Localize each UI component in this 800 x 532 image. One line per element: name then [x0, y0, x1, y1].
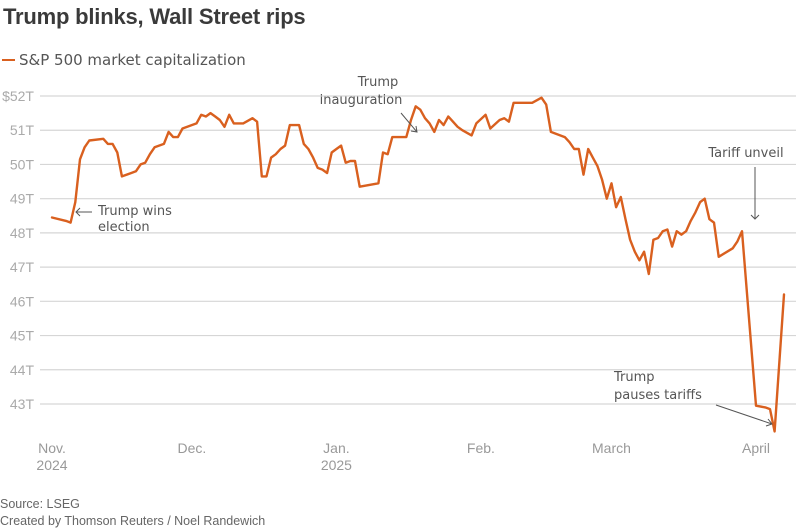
y-tick-label: 43T — [10, 396, 35, 412]
annotation-text: pauses tariffs — [614, 388, 702, 403]
series-line — [50, 96, 786, 433]
legend-swatch — [2, 59, 15, 61]
x-tick-label: Nov. — [38, 440, 66, 456]
x-tick-label: Dec. — [177, 440, 206, 456]
series-layer — [50, 96, 786, 433]
y-tick-label: 44T — [10, 362, 35, 378]
legend-label: S&P 500 market capitalization — [19, 51, 246, 69]
annotation-text: Tariff unveil — [707, 146, 783, 161]
annotation-arrow — [750, 167, 760, 220]
y-tick-label: $52T — [2, 88, 34, 104]
source-note: Source: LSEG — [0, 497, 80, 511]
y-tick-label: 48T — [10, 225, 35, 241]
annotation-text: election — [98, 220, 150, 235]
x-tick-label: 2024 — [36, 457, 67, 473]
y-tick-label: 49T — [10, 191, 35, 207]
annotation-text: Trump — [613, 370, 655, 385]
legend: S&P 500 market capitalization — [2, 51, 246, 69]
x-axis-ticks: Nov.2024 Dec. Jan.2025 Feb. March April — [36, 440, 770, 473]
x-tick-label: Jan. — [323, 440, 349, 456]
chart-title: Trump blinks, Wall Street rips — [3, 4, 306, 29]
annotation-arrow — [75, 207, 92, 217]
annotation-arrow — [400, 112, 418, 133]
y-tick-label: 50T — [10, 156, 35, 172]
credit-note: Created by Thomson Reuters / Noel Randew… — [0, 514, 266, 528]
y-tick-label: 51T — [10, 122, 35, 138]
y-tick-label: 45T — [10, 328, 35, 344]
annotation-arrow — [715, 404, 773, 427]
y-axis-ticks: $52T 51T 50T 49T 48T 47T 46T 45T 44T 43T — [2, 88, 34, 412]
annotation-text: inauguration — [320, 93, 403, 108]
y-tick-label: 47T — [10, 259, 35, 275]
x-tick-label: March — [592, 440, 631, 456]
x-tick-label: 2025 — [321, 457, 352, 473]
annotation-text: Trump wins — [97, 204, 172, 219]
x-tick-label: Feb. — [467, 440, 495, 456]
y-tick-label: 46T — [10, 293, 35, 309]
gridlines — [40, 95, 796, 405]
annotation-text: Trump — [357, 75, 399, 90]
x-tick-label: April — [742, 440, 770, 456]
